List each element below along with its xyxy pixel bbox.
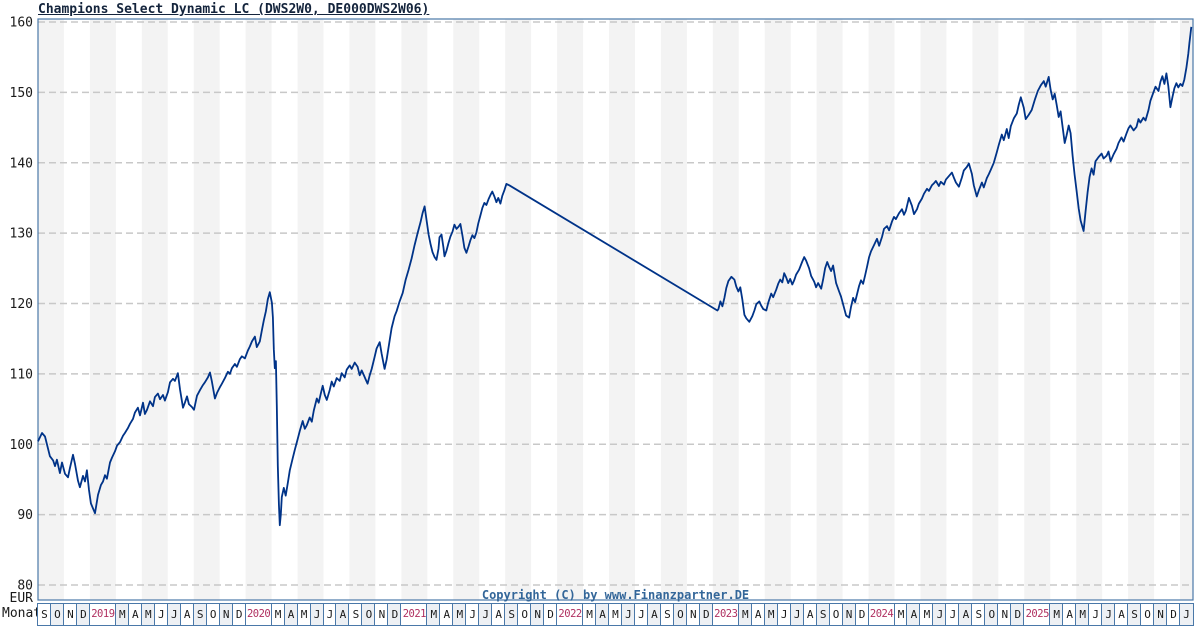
month-stripe — [193, 19, 220, 600]
month-stripe — [1076, 19, 1103, 600]
month-stripe — [89, 19, 116, 600]
month-stripe — [349, 19, 376, 600]
month-cell: S — [971, 603, 987, 626]
month-stripe — [816, 19, 843, 600]
plot-border — [37, 18, 1194, 601]
month-stripe — [868, 19, 895, 600]
x-axis-title: Monat — [2, 606, 42, 621]
year-cell: 2021 — [400, 603, 429, 626]
month-stripe — [920, 19, 947, 600]
month-cell: M — [893, 603, 909, 626]
y-tick-label: 110 — [10, 367, 33, 382]
month-cell: S — [348, 603, 364, 626]
y-tick-label: 100 — [10, 438, 33, 453]
month-stripe — [660, 19, 687, 600]
month-stripe — [38, 19, 64, 600]
month-stripe — [1128, 19, 1155, 600]
month-cell: M — [608, 603, 623, 626]
copyright-text: Copyright (C) by www.Finanzpartner.DE — [481, 588, 750, 602]
month-cell: J — [1179, 603, 1194, 626]
y-tick-label: 90 — [17, 508, 33, 523]
chart-title: Champions Select Dynamic LC (DWS2W0, DE0… — [38, 2, 430, 17]
month-stripe — [401, 19, 428, 600]
year-cell: 2023 — [711, 603, 740, 626]
y-tick-label: 130 — [10, 227, 33, 242]
month-cell: J — [1101, 603, 1117, 626]
month-cell: N — [841, 603, 857, 626]
month-axis: S O N D 2019 M A M J J A S O N D 2020 M A M J J A S O N D 2021 M A M J… — [37, 603, 1194, 626]
year-cell: 2022 — [556, 603, 585, 626]
month-cell: A — [958, 603, 974, 626]
year-cell: 2024 — [867, 603, 896, 626]
y-tick-label: 120 — [10, 297, 33, 312]
month-stripe — [297, 19, 324, 600]
month-stripe — [557, 19, 584, 600]
month-stripe — [505, 19, 532, 600]
price-line — [37, 26, 1193, 527]
month-stripe — [141, 19, 168, 600]
year-cell: 2019 — [88, 603, 117, 626]
month-cell: D — [698, 603, 714, 626]
y-tick-label: 160 — [10, 16, 33, 31]
month-cell: D — [1166, 603, 1181, 626]
month-stripe — [1024, 19, 1051, 600]
month-stripe — [972, 19, 999, 600]
year-cell: 2025 — [1023, 603, 1052, 626]
month-cell: J — [789, 603, 805, 626]
month-cell: O — [517, 603, 533, 626]
y-tick-label: 140 — [10, 156, 33, 171]
y-tick-label: 150 — [10, 86, 33, 101]
month-stripe — [453, 19, 480, 600]
y-tick-label: 80 — [17, 579, 33, 594]
month-stripe — [1180, 19, 1193, 600]
month-stripe — [245, 19, 272, 600]
year-cell: 2020 — [244, 603, 273, 626]
month-cell: S — [504, 603, 520, 626]
month-stripe — [764, 19, 791, 600]
y-axis-unit-label: EUR — [10, 591, 34, 606]
month-stripe — [609, 19, 635, 600]
